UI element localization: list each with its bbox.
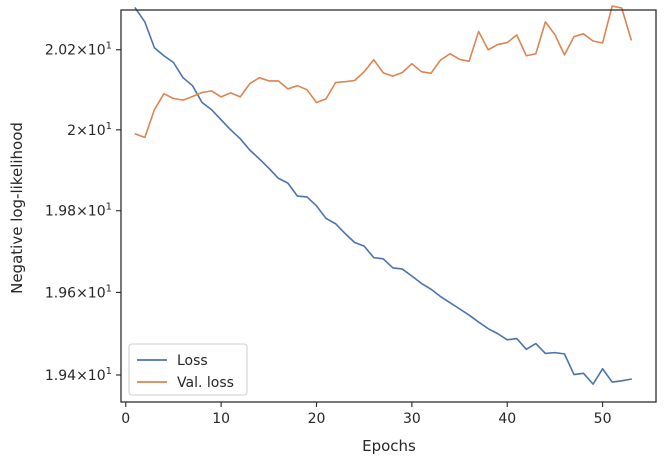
y-tick-label: 1.96×101: [45, 283, 112, 301]
y-tick-label: 2.02×101: [45, 41, 112, 59]
legend: Loss Val. loss: [128, 343, 248, 396]
legend-label: Val. loss: [177, 375, 234, 391]
x-axis-label: Epochs: [362, 437, 416, 455]
y-axis-ticks: 1.94×101 1.96×101 1.98×101 2×101 2.02×101: [45, 41, 121, 384]
plot-frame: [120, 9, 657, 403]
y-tick-label: 2×101: [67, 121, 112, 139]
y-tick-label: 1.94×101: [45, 366, 112, 384]
x-tick-label: 50: [594, 411, 612, 427]
y-axis-label: Negative log-likelihood: [8, 122, 26, 294]
x-tick-label: 20: [308, 411, 326, 427]
y-tick-label: 1.98×101: [45, 202, 112, 220]
series-line-val-loss: [134, 5, 633, 139]
plot-lines: [134, 5, 633, 385]
x-axis-ticks: 0 10 20 30 40 50: [121, 402, 612, 427]
series-line-loss: [134, 7, 633, 385]
x-tick-label: 40: [498, 411, 516, 427]
x-tick-label: 30: [403, 411, 421, 427]
x-tick-label: 0: [121, 411, 130, 427]
legend-label: Loss: [177, 353, 208, 369]
x-tick-label: 10: [212, 411, 230, 427]
